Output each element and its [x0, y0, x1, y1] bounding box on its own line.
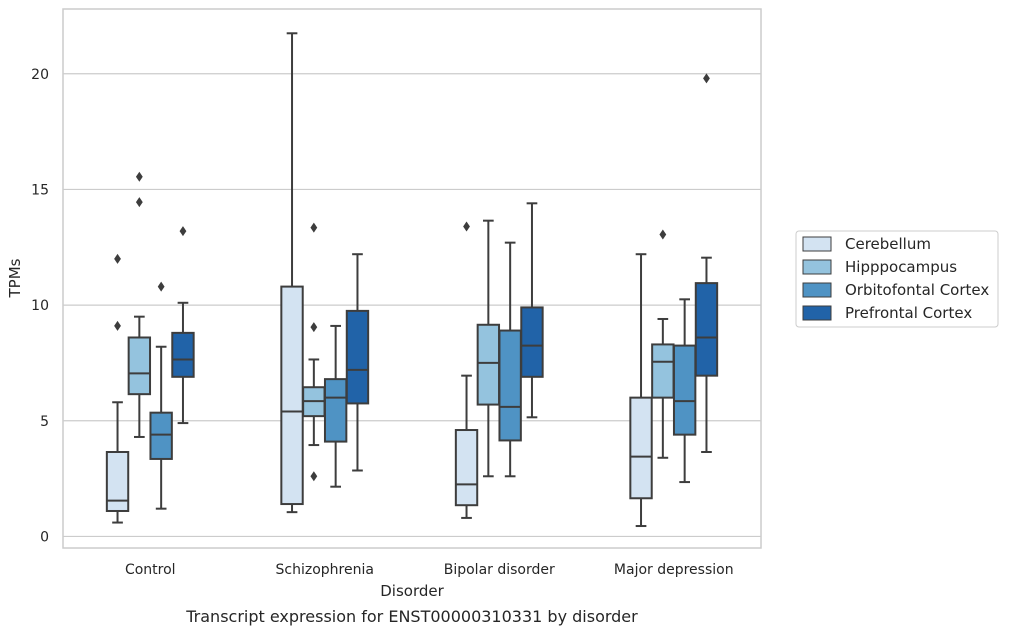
box-group: [105, 253, 130, 524]
box-iqr: [694, 282, 719, 377]
x-tick-label: Schizophrenia: [276, 562, 374, 578]
y-axis-title: TPMs: [6, 258, 24, 298]
box-group: [672, 298, 697, 484]
box-group: [498, 241, 522, 478]
box-group: [323, 324, 348, 488]
x-tick-labels: Control Schizophrenia Bipolar disorder Majo…: [125, 562, 734, 578]
outlier-marker: [659, 229, 667, 240]
x-tick-label: Major depression: [614, 562, 734, 578]
box-iqr: [520, 306, 544, 378]
grid-lines: [63, 73, 761, 538]
y-tick-label: 5: [40, 414, 49, 430]
box-iqr: [149, 411, 173, 460]
box-iqr: [171, 331, 195, 378]
box-group: [280, 32, 304, 514]
box-group: [454, 221, 479, 519]
box-group: [651, 229, 675, 459]
outlier-marker: [310, 322, 318, 333]
box-iqr: [629, 396, 653, 500]
box-group: [149, 281, 173, 510]
box-marks: [105, 32, 719, 528]
box-iqr: [672, 344, 697, 436]
legend-label: Cerebellum: [845, 235, 931, 253]
legend-swatch: [802, 305, 832, 321]
outlier-marker: [135, 197, 143, 208]
box-iqr: [280, 285, 304, 506]
legend-swatch: [802, 259, 832, 275]
outlier-marker: [310, 222, 318, 233]
box-iqr: [454, 429, 479, 507]
y-tick-label: 20: [31, 67, 49, 83]
y-tick-label: 15: [31, 182, 49, 198]
box-iqr: [105, 450, 130, 512]
y-tick-label: 0: [40, 529, 49, 545]
box-group: [171, 226, 195, 425]
x-tick-label: Bipolar disorder: [444, 562, 555, 578]
chart-caption: Transcript expression for ENST0000031033…: [185, 607, 638, 626]
legend-label: Orbitofontal Cortex: [845, 281, 989, 299]
legend: Cerebellum Hipppocampus Orbitofontal Corte…: [795, 230, 999, 328]
outlier-marker: [157, 281, 165, 292]
y-tick-label: 10: [31, 298, 49, 314]
outlier-marker: [179, 226, 187, 237]
y-tick-labels: 0 5 10 15 20: [31, 67, 49, 546]
box-iqr: [476, 323, 501, 406]
box-group: [629, 253, 653, 528]
legend-label: Hipppocampus: [845, 258, 957, 276]
outlier-marker: [135, 171, 143, 182]
box-group: [127, 171, 152, 438]
box-group: [302, 222, 326, 482]
box-group: [476, 219, 501, 478]
box-group: [520, 202, 544, 419]
legend-label: Prefrontal Cortex: [845, 304, 972, 322]
outlier-marker: [114, 320, 121, 331]
box-group: [345, 253, 370, 472]
box-iqr: [323, 378, 348, 443]
box-iqr: [127, 336, 152, 396]
outlier-marker: [703, 73, 710, 84]
box-group: [694, 73, 719, 453]
x-tick-label: Control: [125, 562, 176, 578]
box-iqr: [498, 329, 522, 442]
outlier-marker: [114, 253, 121, 264]
plot-frame: [62, 8, 762, 549]
legend-swatch: [802, 282, 832, 298]
legend-swatch: [802, 236, 832, 252]
x-axis-title: Disorder: [380, 582, 444, 600]
outlier-marker: [310, 471, 318, 482]
box-iqr: [651, 343, 675, 399]
legend-frame: [795, 230, 999, 328]
outlier-marker: [463, 221, 470, 232]
box-iqr: [345, 309, 370, 405]
